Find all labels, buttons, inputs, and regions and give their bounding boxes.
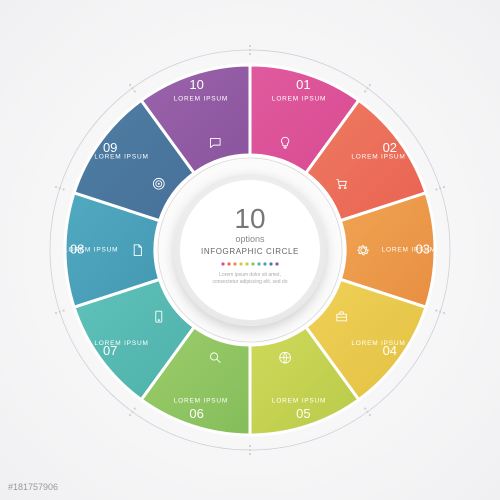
guide-dot [249,53,251,55]
segment-01-number: 01 [296,77,310,92]
guide-dot [131,87,133,89]
segment-06-label: LOREM IPSUM [174,398,228,405]
segment-07-label: LOREM IPSUM [94,340,148,347]
segment-05-number: 05 [296,406,310,421]
guide-dot [439,187,441,189]
guide-dot [439,311,441,313]
center-number: 10 [234,203,265,234]
segment-01-label: LOREM IPSUM [272,96,326,103]
center-subtitle: options [235,234,265,244]
guide-dot [59,187,61,189]
guide-dot [249,449,251,451]
guide-dot [131,411,133,413]
guide-dot [134,407,136,409]
guide-dot [364,407,366,409]
center-dot [221,262,224,265]
center-dot [227,262,230,265]
guide-dot [369,414,371,416]
center-dot [257,262,260,265]
guide-dot [55,312,57,314]
guide-dot [366,411,368,413]
center-body: consectetur adipiscing elit, sed do [212,279,287,285]
guide-dot [62,309,64,311]
guide-dot [364,90,366,92]
segment-10-number: 10 [189,77,203,92]
segment-10-label: LOREM IPSUM [174,96,228,103]
center-dot [245,262,248,265]
center-dot [275,262,278,265]
guide-dot [366,87,368,89]
guide-dot [249,445,251,447]
guide-dot [59,311,61,313]
segment-03-label: LOREM IPSUM [382,247,436,254]
center-dot [269,262,272,265]
guide-dot [62,188,64,190]
segment-02-label: LOREM IPSUM [351,153,405,160]
center-title: INFOGRAPHIC CIRCLE [201,247,299,256]
guide-dot [134,90,136,92]
guide-dot [129,84,131,86]
guide-dot [249,453,251,455]
segment-09-label: LOREM IPSUM [94,153,148,160]
center-dot [251,262,254,265]
segment-08-label: LOREM IPSUM [64,247,118,254]
guide-dot [249,49,251,51]
segment-04-label: LOREM IPSUM [351,340,405,347]
center-body: Lorem ipsum dolor sit amet, [219,272,281,278]
center-dot [233,262,236,265]
guide-dot [369,84,371,86]
center-dot [263,262,266,265]
guide-dot [443,312,445,314]
segment-06-number: 06 [189,406,203,421]
watermark: #181757906 [8,482,58,492]
guide-dot [129,414,131,416]
guide-dot [435,309,437,311]
center-dot [239,262,242,265]
segment-05-label: LOREM IPSUM [272,398,326,405]
guide-dot [249,45,251,47]
guide-dot [443,186,445,188]
guide-dot [55,186,57,188]
guide-dot [435,188,437,190]
